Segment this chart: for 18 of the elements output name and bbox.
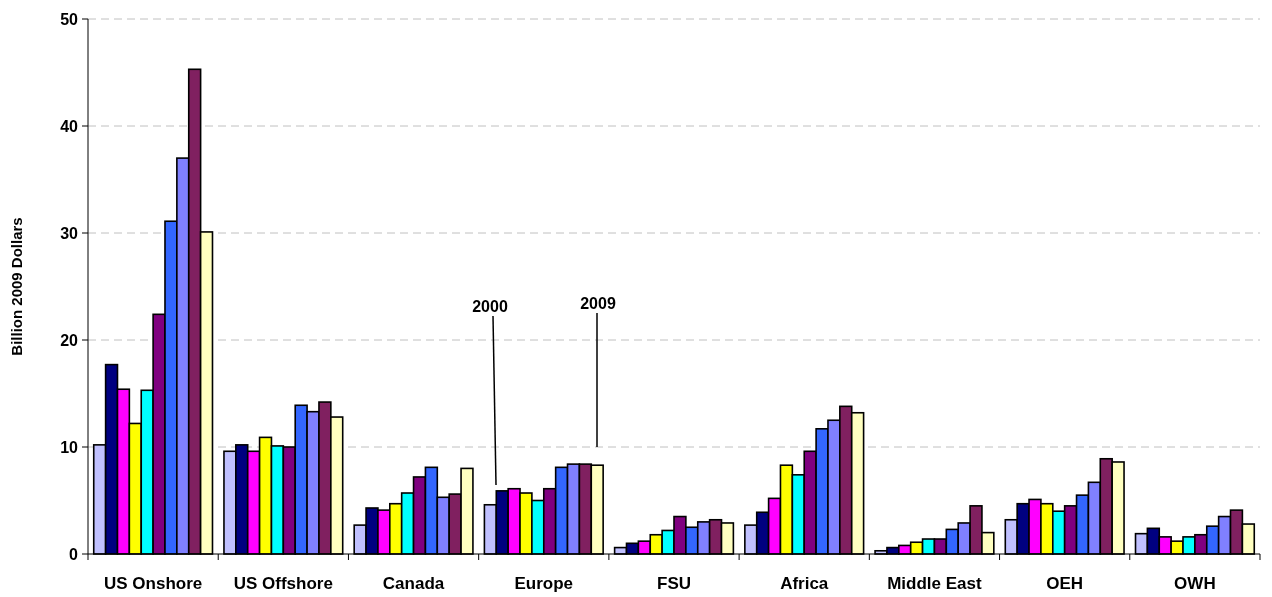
- y-tick-label: 0: [69, 545, 79, 563]
- y-tick-label: 30: [60, 224, 79, 242]
- annotation: 2009: [580, 295, 616, 312]
- annotation: 2000: [472, 298, 508, 315]
- x-tick-label: FSU: [657, 573, 691, 593]
- x-tick-label: US Onshore: [103, 573, 203, 593]
- y-axis-title: Billion 2009 Dollars: [8, 217, 25, 356]
- y-tick-label: 50: [60, 10, 79, 28]
- x-tick-label: Africa: [780, 573, 829, 593]
- x-tick-label: OWH: [1174, 573, 1216, 593]
- x-tick-label: Canada: [382, 573, 445, 593]
- y-tick-label: 10: [60, 438, 79, 456]
- x-tick-label: Europe: [514, 573, 574, 593]
- x-tick-label: Middle East: [887, 573, 983, 593]
- y-tick-label: 20: [60, 331, 79, 349]
- x-tick-label: US Offshore: [233, 573, 333, 593]
- x-tick-label: OEH: [1046, 573, 1084, 593]
- y-tick-label: 40: [60, 117, 79, 135]
